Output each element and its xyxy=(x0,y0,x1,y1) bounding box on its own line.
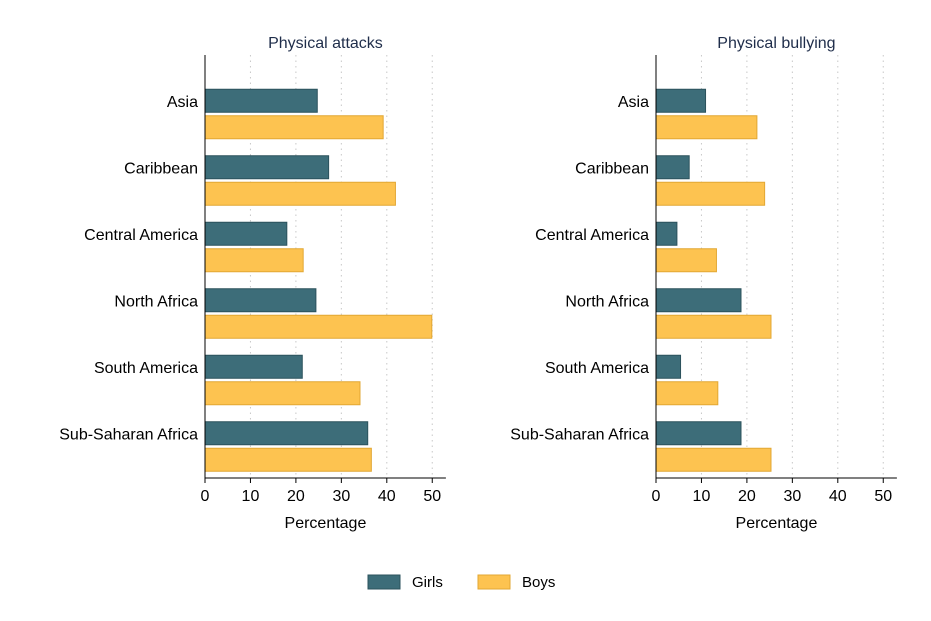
chart-panel-1: Asia Caribbean Central America North Africa… xyxy=(59,35,446,532)
category-label: South America xyxy=(94,360,198,377)
bar-boys xyxy=(204,248,304,273)
bar-girls xyxy=(204,354,303,379)
panel-title: Physical attacks xyxy=(268,35,383,52)
bar-girls xyxy=(655,221,678,246)
bar-girls xyxy=(655,155,690,180)
legend-label: Girls xyxy=(412,574,443,591)
x-tick-label: 40 xyxy=(829,488,847,505)
bar-girls xyxy=(204,221,288,246)
bar-girls xyxy=(655,88,707,113)
bar-girls xyxy=(204,155,330,180)
bar-girls xyxy=(655,288,742,313)
bar-boys xyxy=(204,381,361,406)
x-tick-label: 10 xyxy=(242,488,260,505)
category-label: North Africa xyxy=(565,294,649,311)
x-tick-label: 40 xyxy=(378,488,396,505)
category-label: North Africa xyxy=(114,294,198,311)
x-tick-label: 10 xyxy=(693,488,711,505)
category-label: Asia xyxy=(618,94,649,111)
bar-boys xyxy=(204,314,433,339)
bar-boys xyxy=(204,115,384,140)
category-label: Asia xyxy=(167,94,198,111)
legend-label: Boys xyxy=(522,574,555,591)
legend-swatch xyxy=(477,574,511,590)
category-label: Sub-Saharan Africa xyxy=(510,427,649,444)
bar-girls xyxy=(655,421,742,446)
bar-boys xyxy=(655,314,772,339)
x-tick-label: 0 xyxy=(652,488,661,505)
bar-girls xyxy=(204,88,318,113)
category-label: Central America xyxy=(84,227,198,244)
bar-boys xyxy=(655,381,719,406)
chart-panels: Asia Caribbean Central America North Africa… xyxy=(59,35,897,532)
bar-boys xyxy=(655,248,717,273)
bar-girls xyxy=(204,421,369,446)
bar-girls xyxy=(204,288,317,313)
bar-boys xyxy=(204,181,396,206)
legend-item-boys: Boys xyxy=(477,574,555,591)
category-label: Caribbean xyxy=(124,161,198,178)
x-tick-label: 50 xyxy=(874,488,892,505)
x-axis-title: Percentage xyxy=(736,515,818,532)
legend-item-girls: Girls xyxy=(367,574,443,591)
panel-title: Physical bullying xyxy=(717,35,835,52)
bar-girls xyxy=(655,354,682,379)
x-tick-label: 30 xyxy=(783,488,801,505)
bar-boys xyxy=(204,447,372,472)
category-label: Caribbean xyxy=(575,161,649,178)
legend-swatch xyxy=(367,574,401,590)
bar-boys xyxy=(655,447,772,472)
category-label: Central America xyxy=(535,227,649,244)
x-tick-label: 20 xyxy=(738,488,756,505)
x-tick-label: 50 xyxy=(423,488,441,505)
category-label: South America xyxy=(545,360,649,377)
bar-boys xyxy=(655,115,758,140)
bar-boys xyxy=(655,181,766,206)
category-label: Sub-Saharan Africa xyxy=(59,427,198,444)
x-tick-label: 30 xyxy=(332,488,350,505)
x-axis-title: Percentage xyxy=(285,515,367,532)
x-tick-label: 20 xyxy=(287,488,305,505)
x-tick-label: 0 xyxy=(201,488,210,505)
chart-panel-2: Asia Caribbean Central America North Africa… xyxy=(510,35,897,532)
chart-legend: Girls Boys xyxy=(367,574,555,591)
